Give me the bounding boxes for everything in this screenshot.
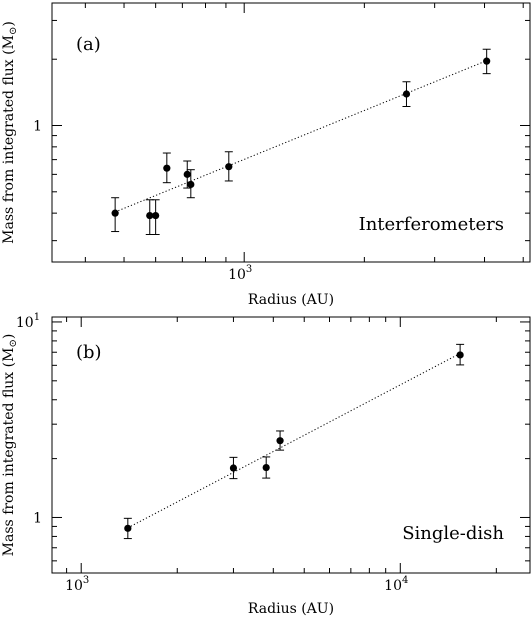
data-point	[262, 456, 271, 479]
data-marker	[124, 524, 132, 532]
data-point	[482, 48, 491, 75]
data-marker	[456, 351, 464, 359]
data-marker	[402, 90, 411, 98]
data-marker	[276, 437, 284, 445]
x-axis-title: Radius (AU)	[248, 601, 334, 617]
x-tick-label: 103	[228, 264, 252, 283]
x-tick-label: 103	[65, 575, 89, 594]
data-point	[111, 197, 120, 233]
y-axis-title-end: )	[1, 21, 17, 26]
y-axis-title: Mass from integrated flux (M⊙)	[1, 334, 19, 557]
plot-frame	[51, 316, 531, 574]
data-marker	[152, 211, 160, 220]
y-axis-title: Mass from integrated flux (M⊙)	[1, 21, 19, 244]
x-axis-title: Radius (AU)	[248, 292, 334, 308]
panel-a: 103 1 (a) Interferometers Radius (AU) Mass fr…	[1, 2, 531, 308]
y-tick-label: 1	[33, 510, 42, 526]
x-tick-label-base: 10	[65, 578, 83, 594]
fit-line	[127, 353, 461, 529]
data-marker	[483, 57, 491, 65]
y-axis-title-subscript: ⊙	[8, 339, 19, 347]
data-marker	[183, 170, 191, 178]
panel-annotation: Single-dish	[402, 523, 504, 544]
y-axis-title-text: Mass from integrated flux (M	[1, 35, 17, 244]
data-point	[456, 343, 465, 366]
data-marker	[111, 209, 119, 217]
data-marker	[187, 180, 195, 189]
data-point	[183, 160, 192, 189]
panel-label: (a)	[76, 34, 101, 55]
data-marker	[146, 211, 154, 220]
y-tick-label: 1	[33, 119, 42, 135]
y-tick-label-exponent: 1	[34, 312, 40, 323]
y-tick-label: 101	[16, 312, 40, 331]
x-tick-label: 104	[384, 575, 408, 594]
x-tick-label-exponent: 3	[83, 575, 89, 586]
fit-line	[114, 60, 487, 213]
y-axis-title-text: Mass from integrated flux (M	[1, 348, 17, 557]
x-tick-label-exponent: 3	[246, 264, 252, 275]
data-point	[276, 430, 285, 451]
data-marker	[225, 163, 233, 171]
y-axis-title-end: )	[1, 334, 17, 339]
data-point	[151, 199, 160, 235]
y-tick-label-base: 10	[16, 315, 34, 331]
y-axis-title-subscript: ⊙	[8, 27, 19, 35]
x-tick-label-base: 10	[384, 578, 402, 594]
data-point	[186, 169, 195, 199]
data-marker	[262, 463, 270, 472]
panel-annotation: Interferometers	[359, 214, 504, 235]
data-point	[402, 81, 411, 107]
x-tick-label-exponent: 4	[402, 575, 408, 586]
data-marker	[229, 464, 238, 472]
data-point	[162, 152, 171, 184]
data-point	[229, 456, 238, 480]
data-point	[224, 151, 233, 182]
data-point	[123, 517, 132, 540]
data-marker	[163, 164, 171, 172]
panel-label: (b)	[76, 342, 102, 363]
plot-frame	[51, 2, 531, 263]
x-tick-label-base: 10	[228, 267, 246, 283]
